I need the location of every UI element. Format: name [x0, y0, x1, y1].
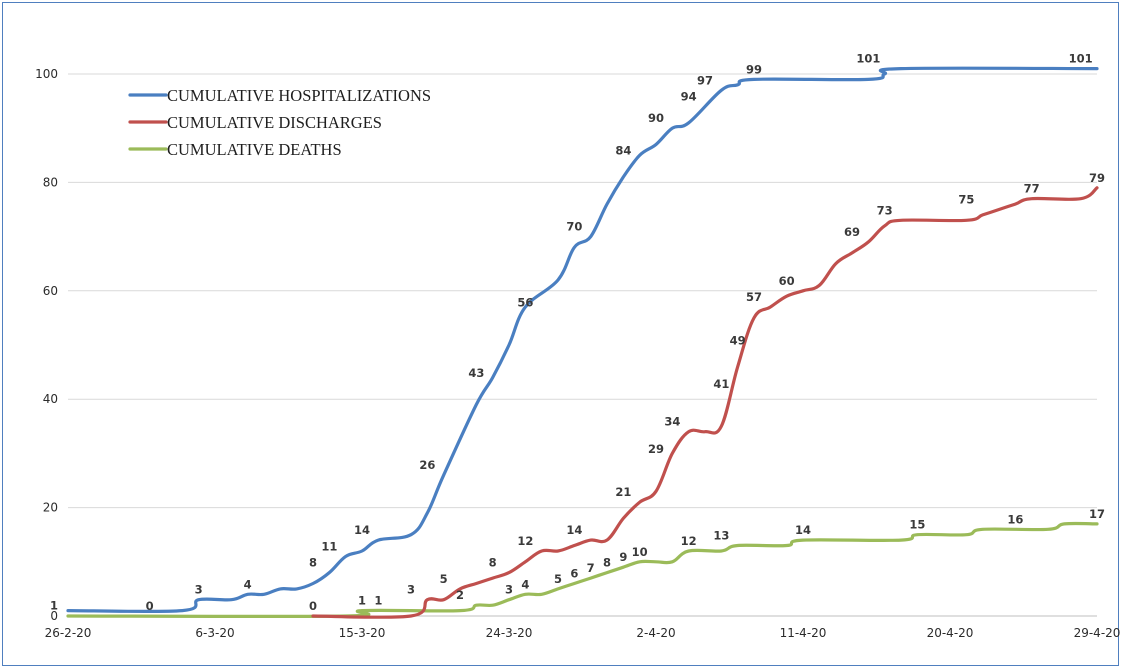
data-label: 1	[358, 594, 366, 608]
data-label: 56	[517, 295, 533, 309]
data-label: 8	[489, 556, 497, 570]
x-tick-label: 24-3-20	[486, 626, 533, 640]
series-line-cumulative-hospitalizations	[66, 66, 1099, 614]
y-tick-label: 60	[43, 284, 58, 298]
data-label: 3	[505, 583, 513, 597]
data-label: 29	[648, 442, 664, 456]
data-label: 3	[407, 583, 415, 597]
y-tick-label: 0	[50, 609, 58, 623]
data-label: 14	[354, 523, 370, 537]
data-label: 60	[779, 274, 795, 288]
data-label: 94	[681, 90, 697, 104]
legend-entry: CUMULATIVE DISCHARGES	[167, 113, 382, 132]
data-label: 99	[746, 62, 762, 76]
data-label: 90	[648, 111, 664, 125]
data-label: 7	[587, 561, 595, 575]
data-label: 79	[1089, 171, 1105, 185]
data-label: 8	[603, 556, 611, 570]
series-line-cumulative-discharges	[311, 186, 1099, 619]
x-tick-label: 6-3-20	[195, 626, 234, 640]
data-label: 4	[244, 577, 252, 591]
data-label: 9	[619, 550, 627, 564]
data-label: 11	[321, 539, 337, 553]
data-label: 70	[566, 220, 582, 234]
data-label: 101	[1069, 52, 1093, 66]
data-label: 4	[521, 577, 529, 591]
data-label: 1	[50, 599, 58, 613]
y-tick-label: 80	[43, 175, 58, 189]
legend-entry: CUMULATIVE HOSPITALIZATIONS	[167, 86, 431, 105]
x-tick-label: 15-3-20	[339, 626, 386, 640]
x-tick-label: 11-4-20	[780, 626, 827, 640]
data-label: 57	[746, 290, 762, 304]
data-label: 97	[697, 73, 713, 87]
data-label: 49	[730, 333, 746, 347]
data-label: 0	[309, 599, 317, 613]
x-tick-label: 20-4-20	[927, 626, 974, 640]
data-label: 12	[517, 534, 533, 548]
x-tick-label: 26-2-20	[45, 626, 92, 640]
data-label: 73	[877, 203, 893, 217]
x-tick-label: 2-4-20	[636, 626, 675, 640]
data-label: 14	[795, 523, 811, 537]
data-label: 2	[456, 588, 464, 602]
data-label: 21	[615, 485, 631, 499]
series-line-cumulative-deaths	[66, 521, 1099, 619]
data-label: 15	[909, 518, 925, 532]
data-label: 43	[468, 366, 484, 380]
data-label: 77	[1024, 182, 1040, 196]
data-label: 16	[1007, 512, 1023, 526]
legend-entry: CUMULATIVE DEATHS	[167, 140, 342, 159]
x-tick-label: 29-4-20	[1074, 626, 1121, 640]
data-label: 1	[374, 594, 382, 608]
data-label: 8	[309, 556, 317, 570]
data-label: 17	[1089, 507, 1105, 521]
data-label: 5	[440, 572, 448, 586]
data-label: 69	[844, 225, 860, 239]
data-label: 3	[195, 583, 203, 597]
y-tick-label: 100	[35, 67, 58, 81]
data-label: 12	[681, 534, 697, 548]
y-tick-label: 20	[43, 501, 58, 515]
y-tick-label: 40	[43, 392, 58, 406]
data-label: 14	[566, 523, 582, 537]
data-label: 34	[664, 415, 680, 429]
data-label: 0	[146, 599, 154, 613]
data-label: 5	[554, 572, 562, 586]
data-label: 41	[713, 377, 729, 391]
data-label: 75	[958, 193, 974, 207]
data-label: 26	[419, 458, 435, 472]
data-label: 6	[570, 566, 578, 580]
data-label: 84	[615, 144, 631, 158]
data-label: 13	[713, 529, 729, 543]
data-label: 10	[632, 545, 648, 559]
data-label: 101	[856, 52, 880, 66]
